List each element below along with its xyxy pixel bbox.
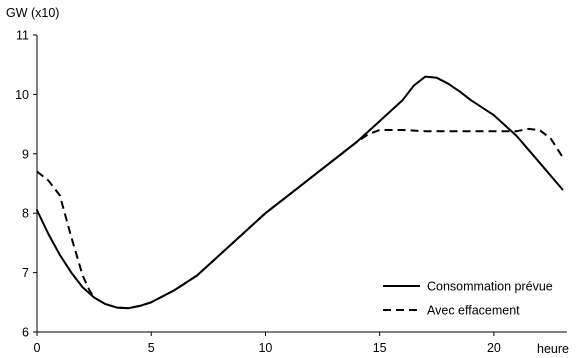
- y-tick-label: 8: [22, 207, 29, 221]
- x-tick-label: 20: [487, 341, 501, 355]
- x-tick-label: 15: [373, 341, 387, 355]
- series-line-2: [36, 127, 564, 310]
- x-tick-label: 0: [34, 341, 41, 355]
- legend: Consommation prévue Avec effacement: [383, 280, 553, 318]
- legend-label: Consommation prévue: [427, 280, 553, 294]
- series-line-1: [36, 75, 564, 310]
- y-tick-label: 11: [16, 29, 29, 43]
- y-axis-label: GW (x10): [6, 6, 59, 20]
- x-axis-label: heure: [537, 342, 569, 356]
- y-tick-label: 9: [22, 147, 29, 161]
- x-tick-label: 10: [258, 341, 272, 355]
- legend-label: Avec effacement: [427, 304, 520, 318]
- y-tick-label: 7: [22, 266, 29, 280]
- x-tick-label: 5: [148, 341, 155, 355]
- y-tick-label: 6: [22, 326, 29, 340]
- y-tick-label: 10: [15, 88, 29, 102]
- x-ticks: 0 5 10 15 20: [34, 332, 501, 355]
- y-ticks: 6 7 8 9 10 11: [15, 29, 37, 340]
- series-group: [36, 75, 564, 310]
